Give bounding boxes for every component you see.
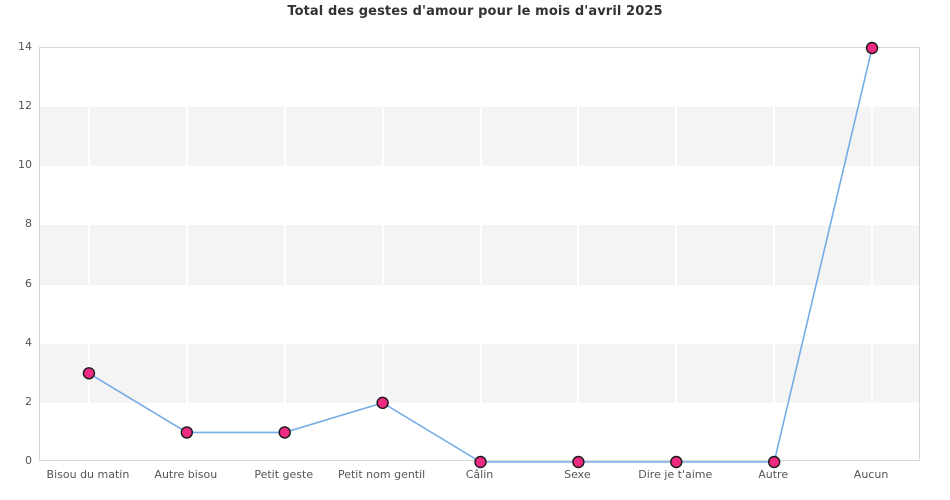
y-tick-label: 2 [25, 394, 32, 408]
x-gridline [773, 48, 776, 460]
series-line [88, 47, 873, 463]
x-tick-label: Câlin [465, 468, 494, 481]
x-gridline [577, 48, 580, 460]
data-point[interactable] [572, 455, 585, 469]
y-tick-label: 6 [25, 276, 32, 290]
data-point[interactable] [82, 367, 96, 380]
y-axis: 0 2 4 6 8 10 12 14 [0, 0, 32, 500]
x-tick-label: Autre bisou [154, 468, 218, 481]
x-gridline [283, 48, 286, 460]
gridlines-layer [40, 48, 919, 460]
x-gridline [871, 48, 874, 460]
y-tick-label: 8 [25, 217, 32, 231]
y-tick-label: 0 [25, 454, 32, 467]
data-point[interactable] [376, 396, 389, 410]
x-tick-label: Bisou du matin [46, 468, 130, 481]
x-gridline [479, 48, 482, 460]
y-tick-label: 4 [25, 335, 32, 349]
x-gridline [87, 48, 90, 460]
x-gridline [675, 48, 678, 460]
x-gridline [185, 48, 188, 460]
data-point[interactable] [278, 426, 291, 439]
x-tick-label: Sexe [564, 468, 591, 481]
y-tick-label: 10 [18, 158, 32, 172]
x-tick-label: Petit geste [254, 468, 314, 481]
y-tick-label: 12 [18, 99, 32, 113]
data-point[interactable] [180, 426, 194, 439]
x-tick-label: Dire je t'aime [638, 468, 713, 481]
series-layer [40, 41, 919, 469]
x-tick-label: Autre [758, 468, 789, 481]
chart-title: Total des gestes d'amour pour le mois d'… [287, 4, 663, 19]
data-point[interactable] [670, 455, 683, 469]
x-axis: Bisou du matin Autre bisou Petit geste Peti… [39, 468, 920, 488]
data-point[interactable] [474, 455, 487, 469]
plot-area [39, 41, 920, 469]
x-tick-label: Petit nom gentil [337, 468, 426, 481]
data-point[interactable] [767, 455, 781, 469]
y-tick-label: 14 [18, 40, 32, 53]
data-point[interactable] [865, 41, 879, 55]
x-tick-label: Aucun [853, 468, 889, 481]
x-gridline [381, 48, 384, 460]
